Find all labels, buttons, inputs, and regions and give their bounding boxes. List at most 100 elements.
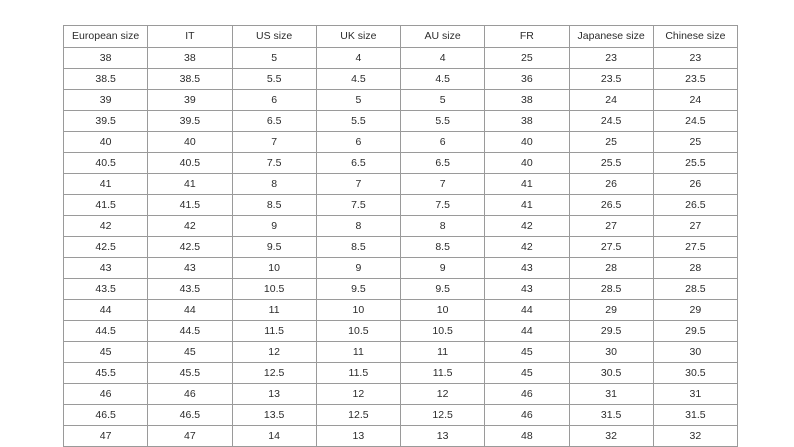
table-cell: 10.5	[315, 320, 402, 342]
shoe-size-conversion-table: European size IT US size UK size AU size FR Ja…	[62, 25, 739, 447]
table-cell: 12.5	[231, 362, 317, 384]
table-cell: 39	[147, 89, 233, 111]
table-row: 43.5 43.5 10.5 9.5 9.5 43 28.5 28.5	[62, 278, 739, 300]
table-cell: 24	[568, 89, 654, 111]
table-cell: 6.5	[231, 110, 317, 132]
table-cell: 13	[315, 425, 402, 447]
table-cell: 46	[484, 404, 570, 426]
table-cell: 29.5	[652, 320, 739, 342]
table-cell: 8.5	[315, 236, 402, 258]
table-cell: 25.5	[652, 152, 739, 174]
table-cell: 8.5	[399, 236, 486, 258]
table-row: 45 45 12 11 11 45 30 30	[62, 341, 739, 363]
table-cell: 24.5	[568, 110, 654, 132]
table-cell: 46.5	[147, 404, 233, 426]
column-header-it: IT	[147, 25, 233, 48]
table-row: 42.5 42.5 9.5 8.5 8.5 42 27.5 27.5	[62, 236, 739, 258]
table-cell: 8	[399, 215, 486, 237]
table-cell: 46	[147, 383, 233, 405]
column-header-fr: FR	[484, 25, 570, 48]
table-cell: 30.5	[652, 362, 739, 384]
table-cell: 27	[652, 215, 739, 237]
table-cell: 9	[231, 215, 317, 237]
table-cell: 40	[147, 131, 233, 153]
table-cell: 24	[652, 89, 739, 111]
table-cell: 28.5	[652, 278, 739, 300]
table-cell: 45.5	[62, 362, 149, 384]
table-cell: 26	[652, 173, 739, 195]
table-cell: 42	[147, 215, 233, 237]
table-cell: 39.5	[147, 110, 233, 132]
table-cell: 44	[62, 299, 149, 321]
table-cell: 14	[231, 425, 317, 447]
table-cell: 42	[484, 236, 570, 258]
table-cell: 4	[315, 47, 402, 69]
table-cell: 25	[652, 131, 739, 153]
size-chart-container: European size IT US size UK size AU size FR Ja…	[62, 25, 739, 447]
table-cell: 41	[484, 194, 570, 216]
table-cell: 44	[484, 320, 570, 342]
table-cell: 4	[399, 47, 486, 69]
table-cell: 44.5	[147, 320, 233, 342]
table-cell: 32	[652, 425, 739, 447]
table-cell: 30	[568, 341, 654, 363]
table-cell: 13.5	[231, 404, 317, 426]
table-cell: 38	[484, 89, 570, 111]
table-cell: 11.5	[399, 362, 486, 384]
table-cell: 7	[231, 131, 317, 153]
table-cell: 43.5	[62, 278, 149, 300]
table-cell: 23	[568, 47, 654, 69]
table-cell: 42.5	[62, 236, 149, 258]
table-row: 40.5 40.5 7.5 6.5 6.5 40 25.5 25.5	[62, 152, 739, 174]
table-cell: 40	[484, 152, 570, 174]
table-cell: 45	[147, 341, 233, 363]
table-cell: 10.5	[399, 320, 486, 342]
table-cell: 12	[399, 383, 486, 405]
table-cell: 27.5	[568, 236, 654, 258]
table-cell: 36	[484, 68, 570, 90]
table-row: 39 39 6 5 5 38 24 24	[62, 89, 739, 111]
table-cell: 29	[652, 299, 739, 321]
table-cell: 39	[62, 89, 149, 111]
table-cell: 40	[62, 131, 149, 153]
table-row: 45.5 45.5 12.5 11.5 11.5 45 30.5 30.5	[62, 362, 739, 384]
table-cell: 6	[315, 131, 402, 153]
table-cell: 25.5	[568, 152, 654, 174]
table-row: 38 38 5 4 4 25 23 23	[62, 47, 739, 69]
table-cell: 23.5	[568, 68, 654, 90]
table-body: 38 38 5 4 4 25 23 23 38.5 38.5 5.5 4.5 4.5 36 23.5 23.5…	[62, 47, 739, 447]
table-cell: 5	[315, 89, 402, 111]
table-cell: 44.5	[62, 320, 149, 342]
table-row: 46 46 13 12 12 46 31 31	[62, 383, 739, 405]
table-cell: 39.5	[62, 110, 149, 132]
table-cell: 43	[147, 257, 233, 279]
table-cell: 7.5	[315, 194, 402, 216]
table-cell: 38	[62, 47, 149, 69]
table-cell: 7	[399, 173, 486, 195]
table-cell: 8.5	[231, 194, 317, 216]
table-cell: 27.5	[652, 236, 739, 258]
table-cell: 38	[484, 110, 570, 132]
table-cell: 46.5	[62, 404, 149, 426]
table-cell: 25	[484, 47, 570, 69]
table-cell: 9.5	[399, 278, 486, 300]
table-cell: 42.5	[147, 236, 233, 258]
table-cell: 46	[484, 383, 570, 405]
table-cell: 32	[568, 425, 654, 447]
table-row: 41 41 8 7 7 41 26 26	[62, 173, 739, 195]
table-cell: 38.5	[147, 68, 233, 90]
table-cell: 40.5	[62, 152, 149, 174]
table-cell: 26.5	[568, 194, 654, 216]
table-cell: 40.5	[147, 152, 233, 174]
table-cell: 13	[399, 425, 486, 447]
column-header-us-size: US size	[231, 25, 317, 48]
table-cell: 7.5	[231, 152, 317, 174]
table-cell: 24.5	[652, 110, 739, 132]
table-cell: 9.5	[315, 278, 402, 300]
table-cell: 5.5	[315, 110, 402, 132]
table-cell: 47	[62, 425, 149, 447]
table-row: 38.5 38.5 5.5 4.5 4.5 36 23.5 23.5	[62, 68, 739, 90]
table-cell: 42	[62, 215, 149, 237]
table-cell: 29.5	[568, 320, 654, 342]
table-cell: 45	[62, 341, 149, 363]
